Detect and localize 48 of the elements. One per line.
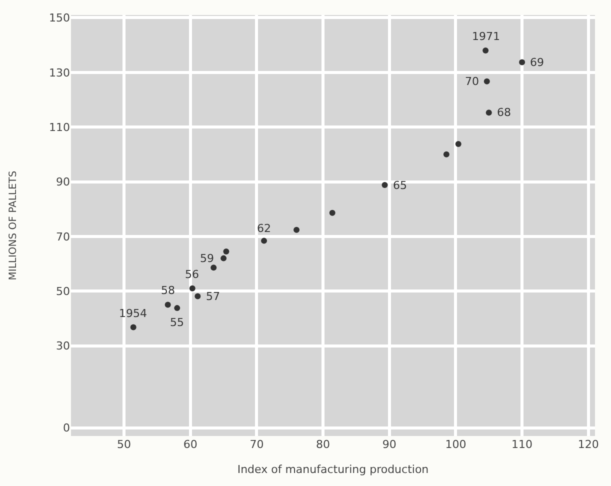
x-tick-label: 120 [578,438,599,451]
point [164,302,171,308]
x-tick-label: 60 [183,438,198,451]
x-tick-label: 70 [250,438,264,451]
point [519,59,526,66]
annotation: 59 [200,252,214,265]
annotation: 1971 [472,30,500,43]
y-tick-label: 130 [49,66,70,80]
annotation: 62 [257,222,271,235]
point [443,151,450,158]
annotation: 56 [185,268,199,281]
point [189,285,196,292]
x-tick-label: 110 [512,438,533,451]
annotation: 58 [161,284,175,297]
annotation: 69 [530,56,544,69]
point [130,324,136,330]
y-axis-title: MILLIONS OF PALLETS [8,170,19,280]
y-tick-label: 110 [49,120,70,134]
y-tick-label: 30 [56,340,70,353]
annotation: 70 [465,75,479,88]
point [482,48,489,54]
point [329,210,336,216]
point [455,141,462,148]
point [294,226,300,233]
y-tick-label: 50 [56,284,70,298]
y-tick-label: 70 [56,230,70,244]
y-tick-label: 150 [49,12,70,25]
y-tick-label: 0 [63,422,70,435]
point [220,255,227,262]
point [484,78,490,84]
point [210,264,217,271]
annotation: 65 [393,179,407,192]
point [486,110,492,116]
point [261,238,268,244]
x-tick-label: 100 [445,438,466,451]
point [194,293,201,300]
point [223,248,230,254]
y-tick-label: 90 [56,176,70,189]
x-tick-label: 80 [316,438,330,451]
annotation: 55 [170,316,184,329]
x-tick-label: 90 [382,438,396,451]
annotation: 1954 [119,307,147,320]
annotation: 68 [497,106,511,119]
annotation: 57 [206,290,220,303]
x-axis-title: Index of manufacturing production [237,463,429,476]
point [382,182,388,188]
point [174,305,180,312]
x-tick-label: 50 [117,438,132,451]
